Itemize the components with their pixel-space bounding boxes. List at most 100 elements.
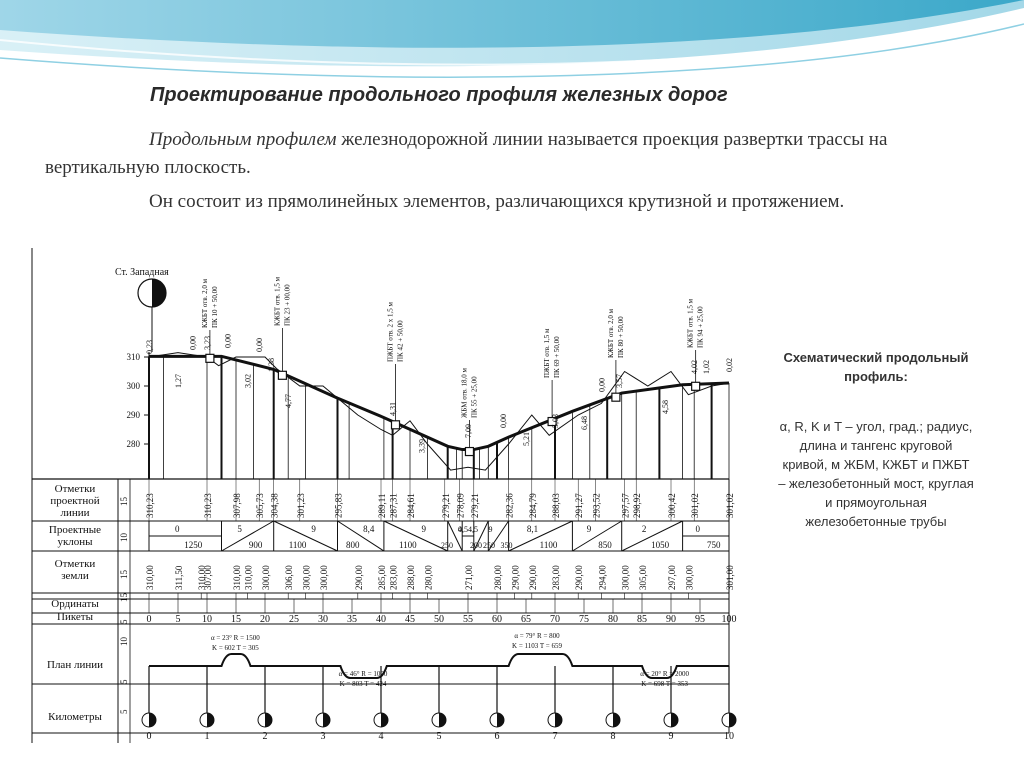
- row-height-note: 10: [119, 533, 129, 543]
- gradient-length: 1100: [540, 540, 558, 550]
- station-half-icon: [152, 279, 166, 307]
- ground-mark: 271,00: [464, 565, 474, 590]
- structure-picket: ПК 69 + 50,00: [553, 336, 561, 378]
- structure-label: ПЖБТ отв. 1,5 м: [543, 328, 551, 378]
- km-label: 10: [724, 731, 734, 742]
- gradient-slope: 2: [642, 524, 647, 534]
- gradient-descent-line: [383, 520, 448, 552]
- ground-mark: 300,00: [302, 565, 312, 590]
- row-height-note: 15: [119, 570, 129, 580]
- structure-icon: [611, 392, 621, 402]
- structure-picket: ПК 23 + 00,00: [283, 284, 291, 326]
- gradient-slope: 0: [696, 524, 701, 534]
- elevation-tick-label: 280: [127, 439, 141, 449]
- curve-length-tangent: K = 602 T = 305: [212, 644, 259, 652]
- slide-title: Проектирование продольного профиля желез…: [150, 84, 728, 106]
- work-mark: 4,77: [284, 394, 293, 408]
- km-label: 0: [147, 731, 152, 742]
- design-mark: 278,09: [455, 493, 465, 518]
- row-label-design-marks: Отметки: [55, 483, 96, 495]
- structure-label: КЖБТ отв. 2,0 м: [201, 278, 209, 328]
- km-half-icon: [555, 713, 562, 727]
- profile-data-rows: 310,23 310,23 307,98 305,73 304,38 301,23 295,…: [141, 479, 737, 742]
- gradient-length: 1100: [399, 540, 417, 550]
- work-mark: 5,03: [551, 414, 560, 428]
- structure-icon: [464, 446, 475, 457]
- ground-mark: 290,00: [528, 565, 538, 590]
- work-mark: 0,23: [145, 340, 154, 354]
- work-mark: 6,48: [580, 416, 589, 430]
- picket-label: 60: [492, 614, 502, 625]
- picket-label: 25: [289, 614, 299, 625]
- curve-angle-radius: α = 79° R = 800: [514, 632, 560, 640]
- work-mark: 3,23: [203, 336, 212, 350]
- gradient-slope: 8,4: [363, 524, 375, 534]
- design-mark: 301,23: [296, 493, 306, 518]
- work-mark: 7,09: [464, 424, 473, 438]
- row-height-note: 5: [119, 679, 129, 684]
- gradient-length: 750: [707, 540, 721, 550]
- curve-angle-radius: α = 20° R = 2000: [640, 670, 689, 678]
- curve-angle-radius: α = 46° R = 1000: [339, 670, 388, 678]
- picket-label: 35: [347, 614, 357, 625]
- km-label: 7: [553, 731, 558, 742]
- gradient-slope: 0: [458, 525, 462, 534]
- structure-icon: [547, 416, 557, 427]
- km-half-icon: [265, 713, 272, 727]
- gradient-length: 1250: [184, 540, 203, 550]
- longitudinal-profile-diagram: ОтметкипроектнойлинииПроектныеуклоныОтме…: [31, 248, 737, 743]
- picket-label: 55: [463, 614, 473, 625]
- gradient-slope: 9: [587, 524, 592, 534]
- design-mark: 282,36: [505, 493, 515, 518]
- gradient-slope: 4,5: [458, 525, 468, 534]
- ground-mark: 290,00: [510, 565, 520, 590]
- gradient-length: 800: [346, 540, 360, 550]
- ground-mark: 285,00: [377, 565, 387, 590]
- km-half-icon: [323, 713, 330, 727]
- ground-mark: 310,00: [244, 565, 254, 590]
- picket-label: 30: [318, 614, 328, 625]
- gradient-ascent-line: [473, 520, 489, 552]
- km-label: 4: [379, 731, 384, 742]
- row-label-pickets: Пикеты: [57, 611, 94, 623]
- design-mark: 284,79: [528, 493, 538, 518]
- design-mark: 279,21: [441, 493, 451, 518]
- picket-label: 5: [176, 614, 181, 625]
- km-half-icon: [149, 713, 156, 727]
- picket-label: 20: [260, 614, 270, 625]
- structure-icon: [277, 370, 287, 380]
- sidebar-legend: α, R, K и T – угол, град.; радиус, длина…: [778, 419, 974, 529]
- gradient-length: 1050: [651, 540, 670, 550]
- row-height-note: 15: [119, 497, 129, 507]
- row-height-note: 10: [119, 637, 129, 647]
- ground-mark: 310,00: [232, 565, 242, 590]
- design-mark: 301,02: [725, 493, 735, 518]
- gradient-ascent-line: [487, 520, 510, 552]
- ground-mark: 280,00: [423, 565, 433, 590]
- ground-mark: 310,00: [145, 565, 155, 590]
- ground-mark: 300,00: [261, 565, 271, 590]
- gradient-descent-line: [337, 520, 385, 552]
- design-mark: 310,23: [145, 493, 155, 518]
- station-label: Ст. Западная: [115, 267, 169, 278]
- design-mark: 300,42: [667, 493, 677, 518]
- gradient-length: 900: [249, 540, 263, 550]
- design-mark: 295,83: [334, 493, 344, 518]
- work-mark: 0,00: [499, 414, 508, 428]
- ground-mark: 310,00: [197, 565, 207, 590]
- ground-mark: 297,00: [667, 565, 677, 590]
- design-mark: 298,92: [632, 493, 642, 518]
- gradient-length: 850: [598, 540, 612, 550]
- ground-mark: 283,00: [389, 565, 399, 590]
- structure-picket: ПК 10 + 50,00: [211, 286, 219, 328]
- picket-label: 40: [376, 614, 386, 625]
- gradient-length: 250: [483, 541, 495, 550]
- design-mark: 293,52: [592, 493, 602, 518]
- work-mark: 0,00: [255, 338, 264, 352]
- work-mark: 0,00: [597, 378, 606, 392]
- km-half-icon: [613, 713, 620, 727]
- ground-mark: 290,00: [574, 565, 584, 590]
- structure-icon: [205, 353, 215, 363]
- row-label-plan: План линии: [47, 659, 103, 671]
